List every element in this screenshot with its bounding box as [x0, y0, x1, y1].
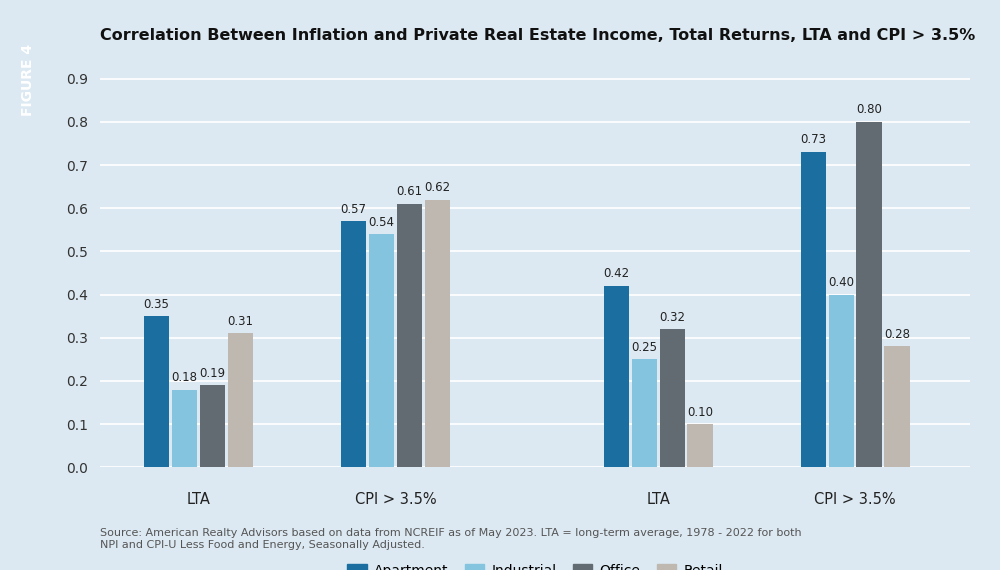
Text: FIGURE 4: FIGURE 4: [20, 44, 34, 116]
Text: 0.18: 0.18: [172, 371, 198, 384]
Text: 0.54: 0.54: [369, 215, 395, 229]
Text: 0.80: 0.80: [856, 103, 882, 116]
Bar: [884, 347, 910, 467]
Text: LTA: LTA: [646, 492, 670, 507]
Bar: [856, 122, 882, 467]
Text: LTA: LTA: [187, 492, 210, 507]
Text: 0.62: 0.62: [424, 181, 450, 194]
Bar: [829, 295, 854, 467]
Bar: [200, 385, 225, 467]
Text: 0.42: 0.42: [603, 267, 629, 280]
Text: 0.25: 0.25: [631, 341, 657, 354]
Bar: [632, 360, 657, 467]
Bar: [687, 424, 713, 467]
Bar: [660, 329, 685, 467]
Text: 0.35: 0.35: [144, 298, 170, 311]
Bar: [801, 152, 826, 467]
Text: CPI > 3.5%: CPI > 3.5%: [814, 492, 896, 507]
Bar: [228, 333, 253, 467]
Text: 0.57: 0.57: [341, 202, 367, 215]
Text: 0.31: 0.31: [227, 315, 253, 328]
Text: CPI > 3.5%: CPI > 3.5%: [355, 492, 436, 507]
Text: 0.19: 0.19: [199, 367, 226, 380]
Text: 0.32: 0.32: [659, 311, 685, 324]
Text: Correlation Between Inflation and Private Real Estate Income, Total Returns, LTA: Correlation Between Inflation and Privat…: [100, 28, 975, 43]
Bar: [341, 221, 366, 467]
Text: 0.28: 0.28: [884, 328, 910, 341]
Legend: Apartment, Industrial, Office, Retail: Apartment, Industrial, Office, Retail: [342, 559, 728, 570]
Text: 0.73: 0.73: [800, 133, 826, 146]
Bar: [172, 390, 197, 467]
Text: 0.61: 0.61: [396, 185, 422, 198]
Text: 0.10: 0.10: [687, 406, 713, 418]
Bar: [604, 286, 629, 467]
Text: 0.40: 0.40: [828, 276, 854, 289]
Bar: [425, 200, 450, 467]
Bar: [144, 316, 169, 467]
Text: Source: American Realty Advisors based on data from NCREIF as of May 2023. LTA =: Source: American Realty Advisors based o…: [100, 528, 802, 550]
Bar: [369, 234, 394, 467]
Bar: [397, 204, 422, 467]
